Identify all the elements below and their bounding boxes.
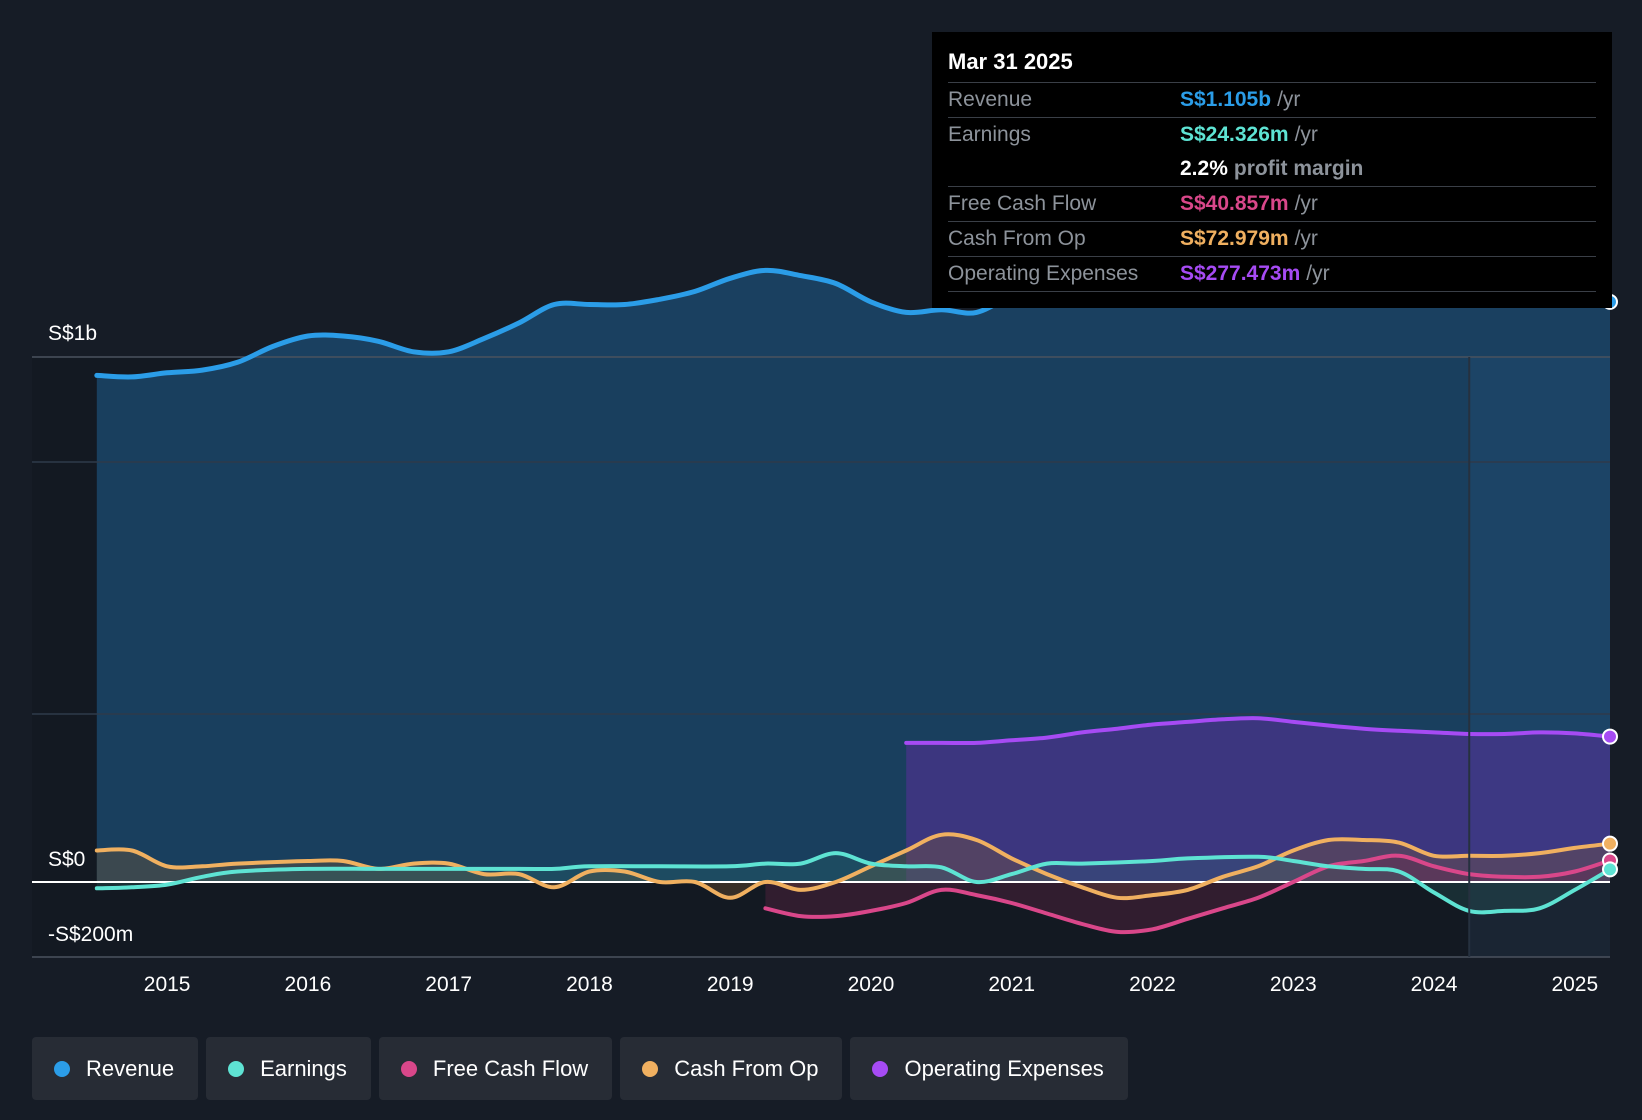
legend: Revenue Earnings Free Cash Flow Cash Fro… bbox=[32, 1037, 1128, 1100]
tooltip-value: S$40.857m bbox=[1180, 192, 1289, 215]
tooltip-value: S$277.473m bbox=[1180, 262, 1301, 285]
free-cash-flow-dot-icon bbox=[400, 1060, 417, 1077]
x-tick-label: 2017 bbox=[425, 973, 472, 996]
tooltip-value: 2.2% bbox=[1180, 157, 1228, 180]
x-tick-label: 2025 bbox=[1551, 973, 1598, 996]
legend-item-earnings[interactable]: Earnings bbox=[206, 1037, 371, 1100]
x-tick-label: 2018 bbox=[566, 973, 613, 996]
x-tick-label: 2022 bbox=[1129, 973, 1176, 996]
opex-endpoint[interactable] bbox=[1602, 728, 1618, 745]
cfo-endpoint[interactable] bbox=[1602, 835, 1618, 852]
legend-label: Cash From Op bbox=[674, 1055, 819, 1081]
tooltip-row-free-cash-flow: Free Cash Flow S$40.857m /yr bbox=[948, 186, 1596, 221]
x-tick-label: 2015 bbox=[144, 973, 191, 996]
tooltip-value: S$24.326m bbox=[1180, 123, 1289, 146]
earnings-line bbox=[94, 851, 1612, 915]
x-tick-label: 2023 bbox=[1270, 973, 1317, 996]
earnings-dot-icon bbox=[228, 1060, 245, 1077]
cash-from-op-dot-icon bbox=[642, 1060, 659, 1077]
legend-label: Revenue bbox=[86, 1055, 175, 1081]
tooltip-row-operating-expenses: Operating Expenses S$277.473m /yr bbox=[948, 256, 1596, 292]
legend-item-cash-from-op[interactable]: Cash From Op bbox=[620, 1037, 843, 1100]
x-tick-label: 2020 bbox=[848, 973, 895, 996]
x-axis-labels: 2015 2016 2017 2018 2019 2020 2021 2022 2023 2024… bbox=[144, 973, 1598, 996]
fcf-area bbox=[765, 855, 1610, 933]
tooltip-row-cash-from-op: Cash From Op S$72.979m /yr bbox=[948, 221, 1596, 256]
tooltip-label: Free Cash Flow bbox=[948, 192, 1097, 215]
tooltip-unit: /yr bbox=[1306, 262, 1330, 285]
y-tick-label: S$1b bbox=[48, 322, 97, 345]
tooltip-unit: profit margin bbox=[1233, 157, 1364, 180]
x-tick-label: 2019 bbox=[707, 973, 754, 996]
legend-label: Earnings bbox=[260, 1055, 347, 1081]
tooltip-unit: /yr bbox=[1294, 123, 1318, 146]
legend-item-free-cash-flow[interactable]: Free Cash Flow bbox=[378, 1037, 613, 1100]
legend-label: Free Cash Flow bbox=[432, 1055, 589, 1081]
x-tick-label: 2024 bbox=[1411, 973, 1458, 996]
y-axis-labels: S$1b S$0 -S$200m bbox=[48, 322, 133, 946]
earnings-area bbox=[96, 853, 1610, 913]
tooltip-date: Mar 31 2025 bbox=[948, 49, 1073, 74]
tooltip-value: S$1.105b bbox=[1180, 88, 1272, 111]
tooltip-unit: /yr bbox=[1294, 192, 1318, 215]
legend-label: Operating Expenses bbox=[904, 1055, 1104, 1081]
tooltip-panel: Mar 31 2025 Revenue S$1.105b /yr Earning… bbox=[932, 32, 1612, 308]
tooltip-row-profit-margin: 2.2% profit margin bbox=[948, 152, 1596, 186]
tooltip-label: Revenue bbox=[948, 88, 1033, 111]
opex-area bbox=[906, 718, 1610, 882]
revenue-dot-icon bbox=[54, 1060, 70, 1077]
opex-line bbox=[904, 716, 1612, 746]
y-tick-label: S$0 bbox=[48, 848, 85, 871]
tooltip-unit: /yr bbox=[1277, 88, 1301, 111]
tooltip-label: Operating Expenses bbox=[948, 262, 1139, 285]
tooltip-row-earnings: Earnings S$24.326m /yr bbox=[948, 117, 1596, 152]
tooltip-value: S$72.979m bbox=[1180, 227, 1289, 250]
x-tick-label: 2016 bbox=[285, 973, 332, 996]
grid-lines bbox=[32, 356, 1610, 958]
tooltip-label: Earnings bbox=[948, 123, 1031, 146]
tooltip-unit: /yr bbox=[1294, 227, 1318, 250]
y-tick-label: -S$200m bbox=[48, 923, 133, 946]
tooltip-label: Cash From Op bbox=[948, 227, 1086, 250]
legend-item-operating-expenses[interactable]: Operating Expenses bbox=[850, 1037, 1128, 1100]
x-tick-label: 2021 bbox=[988, 973, 1035, 996]
earnings-endpoint[interactable] bbox=[1602, 861, 1618, 878]
legend-item-revenue[interactable]: Revenue bbox=[32, 1037, 199, 1100]
tooltip-row-revenue: Revenue S$1.105b /yr bbox=[948, 82, 1596, 117]
operating-expenses-dot-icon bbox=[872, 1060, 889, 1077]
series-areas bbox=[96, 236, 1610, 933]
